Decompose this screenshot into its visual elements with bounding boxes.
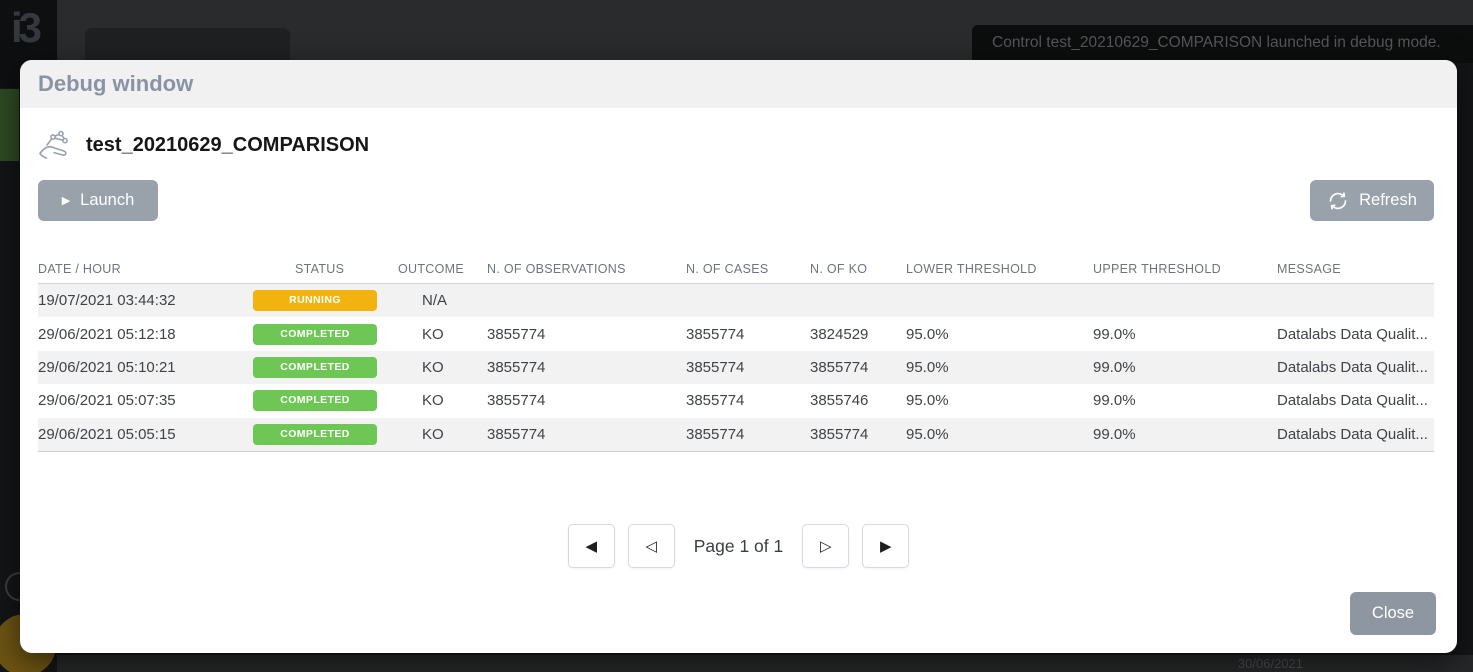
cell-lower: 95.0% (906, 392, 949, 410)
cell-observations: 3855774 (487, 392, 546, 410)
cell-ko: 3855746 (810, 392, 869, 410)
app-logo: i3 (11, 4, 42, 51)
col-upper-threshold: UPPER THRESHOLD (1093, 262, 1221, 276)
status-badge: COMPLETED (253, 323, 377, 345)
cell-message: Datalabs Data Qualit... (1277, 358, 1428, 376)
status-badge: COMPLETED (253, 423, 377, 445)
col-cases: N. OF CASES (686, 262, 769, 276)
cell-observations: 3855774 (487, 425, 546, 443)
refresh-icon (1327, 190, 1349, 212)
background-footer-text: 30/06/2021 (1237, 656, 1303, 671)
last-page-icon: ▶ (879, 537, 892, 555)
table-row: 19/07/2021 03:44:32 RUNNING N/A (38, 284, 1434, 318)
cell-ko: 3824529 (810, 325, 869, 343)
control-name: test_20210629_COMPARISON (86, 133, 370, 156)
cell-cases: 3855774 (686, 425, 745, 443)
cell-upper: 99.0% (1093, 392, 1136, 410)
toast-notification: Control test_20210629_COMPARISON launche… (972, 25, 1473, 63)
status-badge: RUNNING (253, 290, 377, 312)
sidebar-active-item (0, 89, 19, 161)
cell-message: Datalabs Data Qualit... (1277, 325, 1428, 343)
cell-date: 29/06/2021 05:10:21 (38, 358, 176, 376)
next-page-button[interactable]: ▷ (802, 524, 850, 568)
cell-ko: 3855774 (810, 358, 869, 376)
cell-date: 29/06/2021 05:07:35 (38, 392, 176, 410)
previous-page-icon: ◁ (645, 537, 657, 555)
table-row: 29/06/2021 05:05:15 COMPLETED KO 3855774… (38, 417, 1434, 452)
launch-button[interactable]: ▶ Launch (38, 180, 158, 221)
launch-button-label: Launch (80, 191, 135, 209)
close-button-label: Close (1371, 604, 1415, 622)
cell-upper: 99.0% (1093, 325, 1136, 343)
cell-outcome: KO (422, 325, 444, 343)
col-message: MESSAGE (1277, 262, 1341, 276)
cell-date: 19/07/2021 03:44:32 (38, 292, 176, 310)
status-badge: COMPLETED (253, 390, 377, 412)
cell-observations: 3855774 (487, 325, 546, 343)
modal-title: Debug window (38, 71, 194, 96)
cell-outcome: KO (422, 392, 444, 410)
cell-lower: 95.0% (906, 358, 949, 376)
play-icon: ▶ (61, 195, 71, 207)
col-status: STATUS (295, 262, 345, 276)
status-badge: COMPLETED (253, 356, 377, 378)
cell-upper: 99.0% (1093, 425, 1136, 443)
control-title-row: test_20210629_COMPARISON (38, 130, 369, 160)
runs-table: DATE / HOUR STATUS OUTCOME N. OF OBSERVA… (38, 255, 1434, 452)
cell-date: 29/06/2021 05:05:15 (38, 425, 176, 443)
cell-message: Datalabs Data Qualit... (1277, 392, 1428, 410)
cell-outcome: N/A (422, 292, 448, 310)
cell-outcome: KO (422, 358, 444, 376)
background-dimmed-button (85, 28, 290, 60)
pagination: ◀ ◁ Page 1 of 1 ▷ ▶ (20, 524, 1457, 568)
col-date-hour: DATE / HOUR (38, 262, 121, 276)
cell-message: Datalabs Data Qualit... (1277, 425, 1428, 443)
cell-observations: 3855774 (487, 358, 546, 376)
background-bottombar: 30/06/2021 (57, 655, 1473, 672)
table-row: 29/06/2021 05:12:18 COMPLETED KO 3855774… (38, 317, 1434, 350)
cell-lower: 95.0% (906, 325, 949, 343)
last-page-button[interactable]: ▶ (862, 524, 910, 568)
cell-cases: 3855774 (686, 392, 745, 410)
modal-header: Debug window (20, 60, 1457, 108)
cell-ko: 3855774 (810, 425, 869, 443)
page-indicator: Page 1 of 1 (693, 535, 784, 556)
cell-outcome: KO (422, 425, 444, 443)
cell-cases: 3855774 (686, 358, 745, 376)
col-observations: N. OF OBSERVATIONS (487, 262, 626, 276)
col-outcome: OUTCOME (398, 262, 464, 276)
previous-page-button[interactable]: ◁ (627, 524, 675, 568)
cell-cases: 3855774 (686, 325, 745, 343)
next-page-icon: ▷ (819, 537, 832, 555)
refresh-button-label: Refresh (1359, 191, 1417, 209)
cell-date: 29/06/2021 05:12:18 (38, 325, 176, 343)
cell-upper: 99.0% (1093, 358, 1136, 376)
first-page-icon: ◀ (585, 537, 597, 555)
toast-message: Control test_20210629_COMPARISON launche… (992, 34, 1441, 51)
refresh-button[interactable]: Refresh (1310, 180, 1434, 221)
table-header-row: DATE / HOUR STATUS OUTCOME N. OF OBSERVA… (38, 255, 1434, 284)
hand-chart-icon (38, 130, 74, 160)
first-page-button[interactable]: ◀ (567, 524, 615, 568)
cell-lower: 95.0% (906, 425, 949, 443)
table-row: 29/06/2021 05:10:21 COMPLETED KO 3855774… (38, 350, 1434, 385)
col-ko: N. OF KO (810, 262, 868, 276)
table-row: 29/06/2021 05:07:35 COMPLETED KO 3855774… (38, 384, 1434, 417)
debug-window-modal: Debug window test_20210629_COMPARISON (20, 60, 1457, 653)
col-lower-threshold: LOWER THRESHOLD (906, 262, 1037, 276)
close-button[interactable]: Close (1350, 592, 1436, 635)
